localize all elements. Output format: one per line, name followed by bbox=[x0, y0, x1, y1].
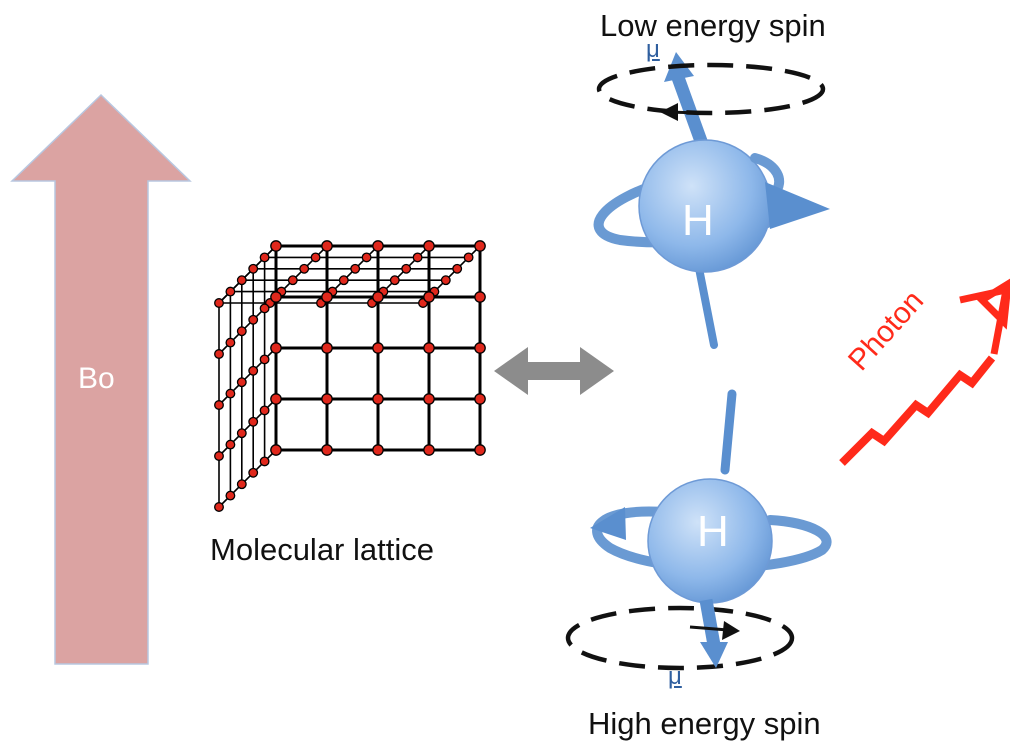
lattice-node bbox=[270, 444, 282, 456]
lattice-node bbox=[452, 263, 463, 274]
lattice-node bbox=[463, 252, 474, 263]
field-label: Bo bbox=[78, 362, 115, 395]
lattice-node bbox=[350, 263, 361, 274]
lattice-node bbox=[225, 337, 236, 348]
lattice-node bbox=[270, 291, 282, 303]
lattice-node bbox=[236, 326, 247, 337]
lattice-node bbox=[259, 405, 270, 416]
lattice-node bbox=[287, 275, 298, 286]
rotation-arrowhead bbox=[765, 182, 830, 229]
lattice-node bbox=[225, 490, 236, 501]
lattice-node bbox=[225, 286, 236, 297]
double-headed-arrow-icon bbox=[494, 347, 614, 395]
lattice-node bbox=[423, 393, 435, 405]
rotation-arrowhead bbox=[590, 507, 626, 540]
lattice-node bbox=[423, 291, 435, 303]
low-spin-label: Low energy spin bbox=[600, 8, 826, 43]
lattice-node bbox=[270, 240, 282, 252]
lattice-node bbox=[321, 291, 333, 303]
mu-label-bottom: μ bbox=[668, 663, 682, 690]
lattice-node bbox=[423, 240, 435, 252]
lattice-node bbox=[372, 291, 384, 303]
lattice-node bbox=[310, 252, 321, 263]
lattice-node bbox=[214, 502, 224, 512]
lattice-node bbox=[361, 252, 372, 263]
mu-label-top: μ bbox=[646, 36, 660, 63]
lattice-node bbox=[321, 444, 333, 456]
lattice-node bbox=[225, 439, 236, 450]
lattice-node bbox=[248, 263, 259, 274]
lattice-node bbox=[401, 263, 412, 274]
zigzag-arrow-icon bbox=[839, 278, 1010, 466]
lattice-node bbox=[270, 342, 282, 354]
lattice-node bbox=[236, 377, 247, 388]
atom-label-bottom: H bbox=[697, 507, 729, 556]
lattice-node bbox=[321, 393, 333, 405]
lattice-node bbox=[236, 275, 247, 286]
lattice-node bbox=[372, 393, 384, 405]
lattice-node bbox=[474, 444, 486, 456]
lattice-node bbox=[248, 314, 259, 325]
atom-label-top: H bbox=[682, 196, 714, 245]
lattice-label: Molecular lattice bbox=[210, 532, 434, 567]
field-arrow bbox=[10, 93, 192, 665]
lattice-node bbox=[440, 275, 451, 286]
high-energy-spin bbox=[565, 389, 832, 671]
lattice-node bbox=[259, 456, 270, 467]
lattice-node bbox=[412, 252, 423, 263]
lattice-node bbox=[270, 393, 282, 405]
lattice-node bbox=[259, 354, 270, 365]
magnetic-moment-arrow bbox=[700, 642, 728, 668]
lattice-node bbox=[248, 416, 259, 427]
lattice-node bbox=[474, 291, 486, 303]
precession-orbit bbox=[565, 605, 795, 671]
lattice-node bbox=[372, 342, 384, 354]
lattice-node bbox=[474, 240, 486, 252]
lattice-node bbox=[474, 393, 486, 405]
lattice-node bbox=[321, 240, 333, 252]
lattice-node bbox=[423, 444, 435, 456]
precession-orbit bbox=[596, 62, 826, 116]
lattice-node bbox=[236, 428, 247, 439]
lattice-node bbox=[372, 444, 384, 456]
lattice-node bbox=[423, 342, 435, 354]
lattice-node bbox=[248, 467, 259, 478]
lattice-node bbox=[259, 252, 270, 263]
lattice-node bbox=[259, 303, 270, 314]
lattice-node bbox=[214, 349, 224, 359]
lattice-node bbox=[248, 365, 259, 376]
lattice-node bbox=[214, 400, 224, 410]
lattice-node bbox=[338, 275, 349, 286]
lattice-node bbox=[474, 342, 486, 354]
lattice-node bbox=[389, 275, 400, 286]
lattice-node bbox=[321, 342, 333, 354]
high-spin-label: High energy spin bbox=[588, 706, 821, 741]
lattice-node bbox=[372, 240, 384, 252]
lattice-node bbox=[214, 298, 224, 308]
low-energy-spin bbox=[593, 52, 830, 349]
molecular-lattice bbox=[214, 240, 486, 512]
lattice-node bbox=[214, 451, 224, 461]
lattice-node bbox=[225, 388, 236, 399]
lattice-node bbox=[299, 263, 310, 274]
lattice-node bbox=[236, 479, 247, 490]
